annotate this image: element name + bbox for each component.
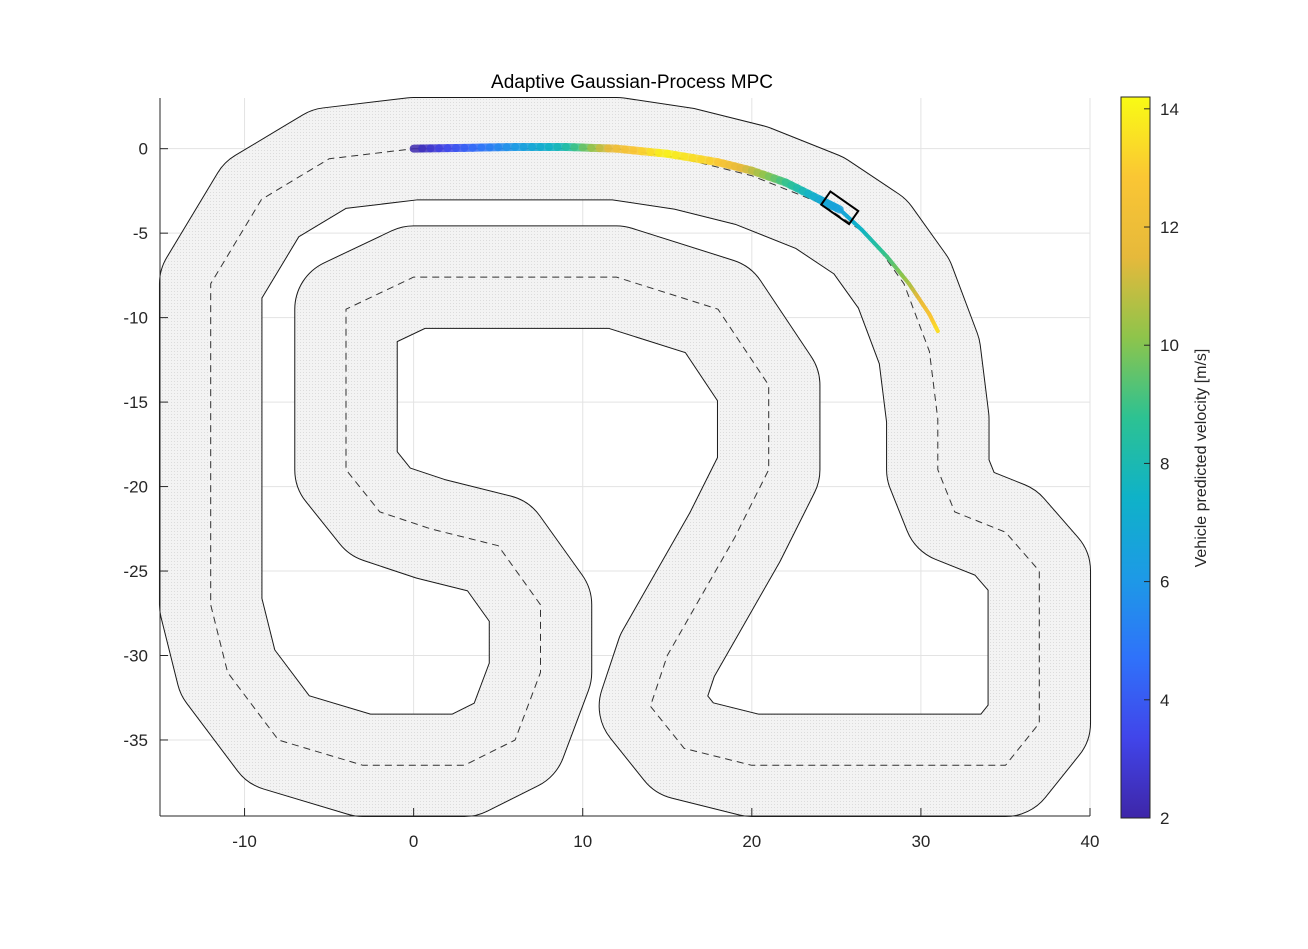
- y-axis: 0 -5 -10 -15 -20 -25 -30 -35: [123, 140, 168, 750]
- chart-title: Adaptive Gaussian-Process MPC: [491, 72, 773, 93]
- x-tick-label: 0: [409, 832, 418, 851]
- trajectory-layer: [409, 142, 940, 334]
- colorbar-tick-label: 6: [1160, 573, 1169, 592]
- x-axis: -10 0 10 20 30 40: [232, 808, 1099, 851]
- x-tick-label: 40: [1081, 832, 1100, 851]
- y-tick-label: -15: [123, 393, 148, 412]
- vehicle-box: [819, 190, 860, 226]
- x-tick-label: 20: [742, 832, 761, 851]
- colorbar-label: Vehicle predicted velocity [m/s]: [1193, 349, 1210, 568]
- colorbar-tick-label: 8: [1160, 454, 1169, 473]
- colorbar-tick-label: 12: [1160, 218, 1179, 237]
- x-tick-label: 10: [573, 832, 592, 851]
- axis-lines: [159, 98, 1090, 817]
- race-track: [158, 96, 1092, 818]
- colorbar-tick-label: 14: [1160, 100, 1179, 119]
- colorbar: 2 4 6 8 10 12 14 Vehicle predicted velocity [m…: [1120, 96, 1210, 828]
- y-tick-label: 0: [139, 140, 148, 159]
- plot-axes: -10 0 10 20 30 40 0 -5 -10 -15 -20 -25 -30 -35: [123, 96, 1099, 851]
- colorbar-tick-label: 10: [1160, 336, 1179, 355]
- prediction-segment: [934, 326, 940, 334]
- colorbar-ticks: 2 4 6 8 10 12 14: [1144, 100, 1179, 828]
- x-tick-label: -10: [232, 832, 257, 851]
- y-tick-label: -30: [123, 647, 148, 666]
- x-tick-label: 30: [911, 832, 930, 851]
- colorbar-tick-label: 4: [1160, 691, 1169, 710]
- track-centerline: [210, 148, 1040, 766]
- colorbar-gradient: [1120, 96, 1151, 819]
- colorbar-tick-label: 2: [1160, 809, 1169, 828]
- vehicle-layer: [819, 190, 860, 226]
- y-tick-label: -5: [133, 224, 148, 243]
- y-tick-label: -20: [123, 478, 148, 497]
- y-tick-label: -25: [123, 562, 148, 581]
- y-tick-label: -10: [123, 309, 148, 328]
- y-tick-label: -35: [123, 731, 148, 750]
